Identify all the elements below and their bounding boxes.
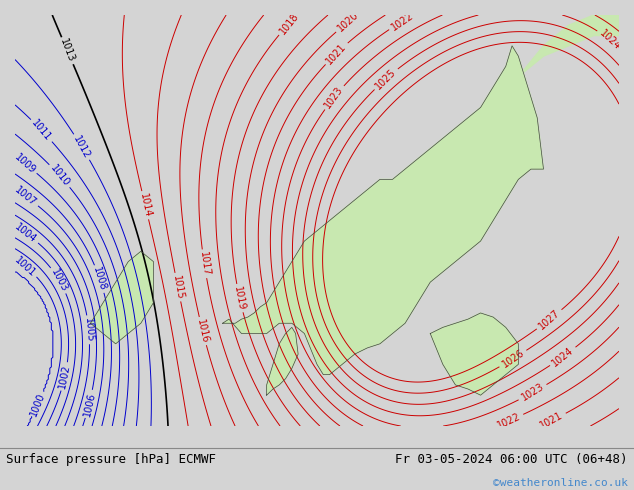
Text: ©weatheronline.co.uk: ©weatheronline.co.uk (493, 478, 628, 488)
Text: 1017: 1017 (198, 251, 211, 277)
Text: 1023: 1023 (323, 85, 346, 110)
Text: 1012: 1012 (72, 134, 92, 160)
Text: 1018: 1018 (278, 11, 301, 36)
Text: 1027: 1027 (537, 308, 562, 331)
Text: 1014: 1014 (138, 192, 153, 218)
Text: 1000: 1000 (29, 391, 47, 417)
Text: Surface pressure [hPa] ECMWF: Surface pressure [hPa] ECMWF (6, 452, 216, 466)
Text: 1019: 1019 (233, 285, 247, 311)
Text: 1024: 1024 (550, 345, 576, 368)
Polygon shape (430, 313, 519, 395)
Polygon shape (519, 15, 619, 76)
Text: 1025: 1025 (373, 67, 398, 91)
Text: Fr 03-05-2024 06:00 UTC (06+48): Fr 03-05-2024 06:00 UTC (06+48) (395, 452, 628, 466)
Text: 1022: 1022 (495, 411, 522, 431)
Text: 1006: 1006 (82, 391, 97, 417)
Text: 1022: 1022 (389, 10, 415, 32)
Text: 1016: 1016 (195, 318, 210, 344)
Text: 1024: 1024 (597, 28, 623, 52)
Text: 1021: 1021 (325, 41, 348, 66)
Text: 1015: 1015 (171, 274, 185, 300)
Text: 1011: 1011 (30, 118, 53, 143)
Text: 1026: 1026 (500, 348, 526, 370)
Text: 1008: 1008 (91, 266, 108, 292)
Polygon shape (223, 46, 543, 375)
Text: 1003: 1003 (49, 267, 69, 294)
Polygon shape (91, 251, 153, 344)
Text: 1013: 1013 (58, 38, 77, 64)
Text: 1002: 1002 (58, 364, 72, 390)
Text: 1010: 1010 (48, 163, 72, 189)
Text: 1020: 1020 (335, 10, 361, 34)
Text: 1001: 1001 (13, 255, 37, 278)
Text: 1023: 1023 (520, 382, 546, 403)
Text: 1004: 1004 (13, 222, 39, 245)
Text: 1007: 1007 (13, 185, 38, 208)
Polygon shape (267, 327, 298, 395)
Text: 1009: 1009 (12, 151, 37, 175)
Text: 1021: 1021 (538, 410, 565, 431)
Text: 1005: 1005 (82, 317, 94, 343)
